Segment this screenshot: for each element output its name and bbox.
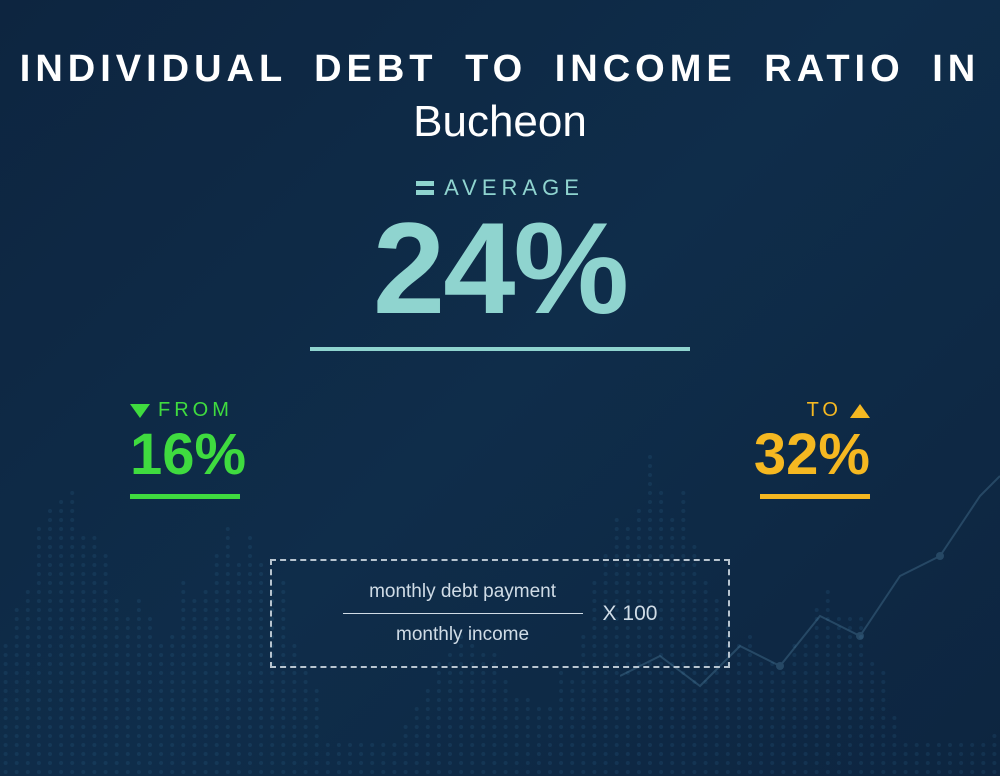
equals-icon [416,181,434,195]
to-underline [760,494,870,499]
title-line1: INDIVIDUAL DEBT TO INCOME RATIO IN [0,48,1000,91]
triangle-down-icon [130,404,150,418]
from-label: FROM [158,399,233,422]
average-underline [310,347,690,351]
to-value: 32% [754,426,870,484]
formula-numerator: monthly debt payment [369,581,556,603]
from-underline [130,494,240,499]
formula-multiplier: X 100 [603,602,658,626]
triangle-up-icon [850,404,870,418]
from-value: 16% [130,426,246,484]
title-line2: Bucheon [0,97,1000,147]
average-block: AVERAGE 24% [310,175,690,351]
to-label: TO [807,399,842,422]
formula-box: monthly debt payment monthly income X 10… [270,559,730,668]
to-block: TO 32% [754,399,870,499]
average-value: 24% [310,203,690,333]
fraction-line [343,613,583,614]
formula-denominator: monthly income [396,624,529,646]
from-block: FROM 16% [130,399,246,499]
